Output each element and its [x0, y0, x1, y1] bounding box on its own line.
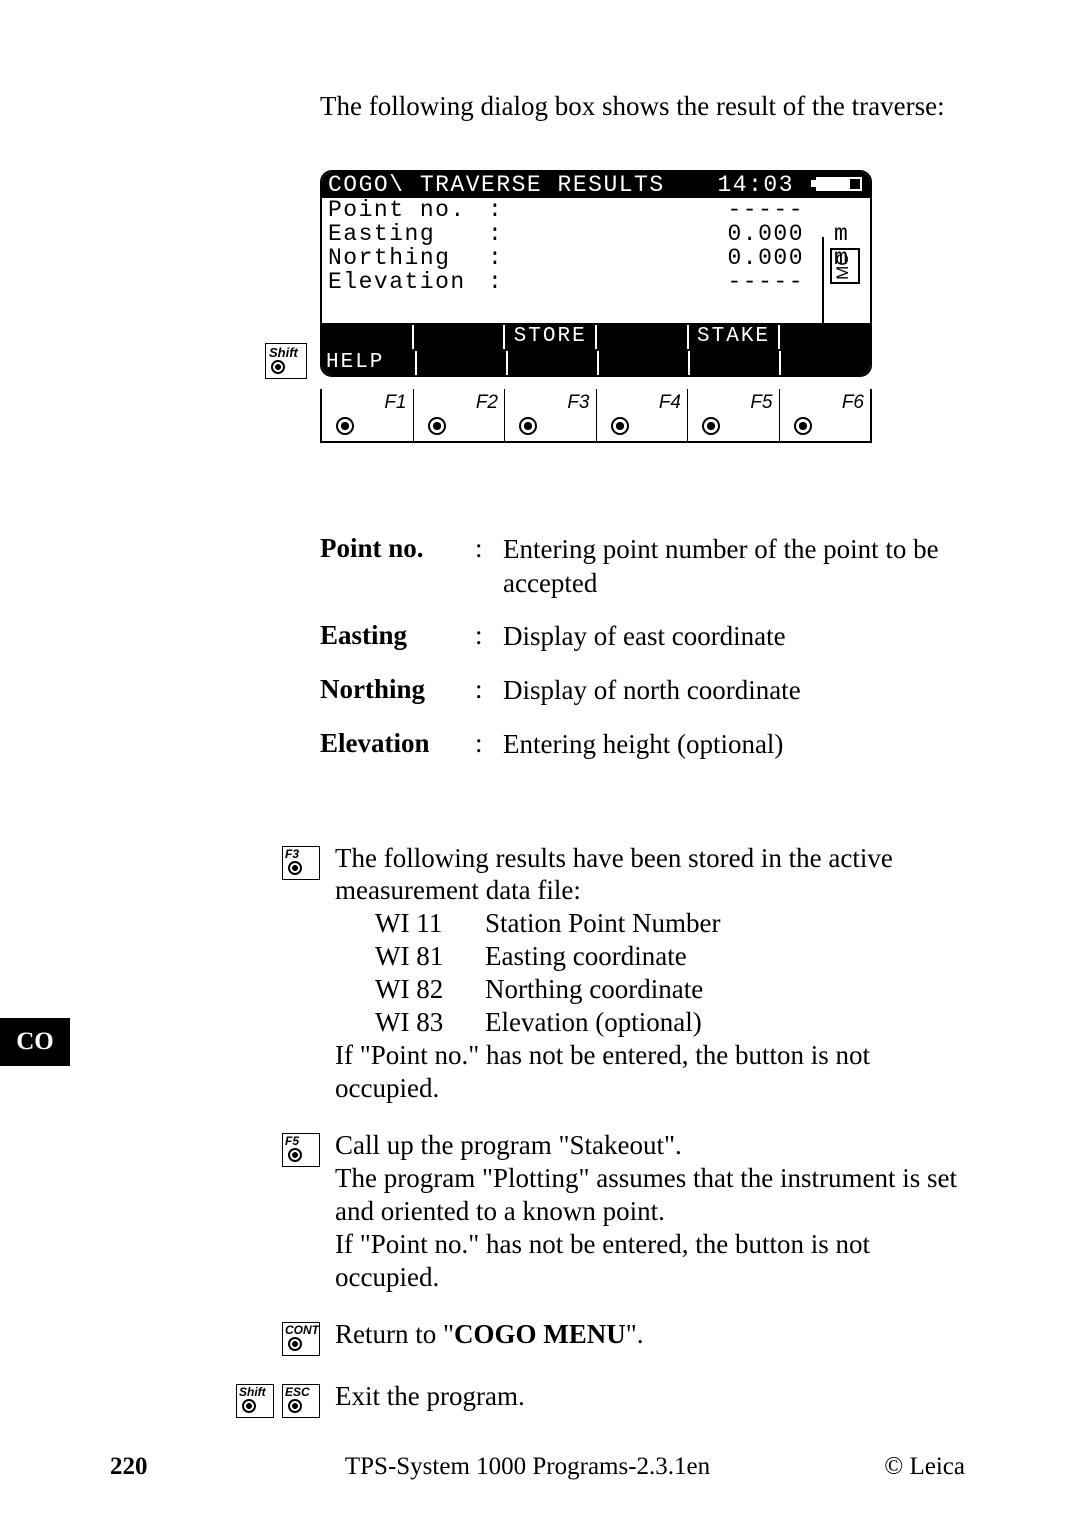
def-colon: :: [475, 674, 503, 708]
row-value: -----: [508, 270, 834, 294]
note-f3-para2: If "Point no." has not be entered, the b…: [335, 1039, 965, 1105]
softkey-row-1: STORE STAKE: [322, 323, 870, 349]
dialog-row: Easting:0.000m: [328, 222, 864, 246]
wi-row: WI 81Easting coordinate: [375, 940, 965, 973]
row-label: Easting: [328, 222, 488, 246]
note-f3-para1: The following results have been stored i…: [335, 842, 965, 908]
cont-key-icon: CONT: [282, 1322, 320, 1356]
softkey-f3-store[interactable]: STORE: [505, 325, 597, 349]
dialog-titlebar: COGO\ TRAVERSE RESULTS 14:03: [322, 172, 870, 198]
softkey-f4[interactable]: [597, 325, 689, 349]
note-esc-text: Exit the program.: [320, 1380, 965, 1413]
f3-key-icon: F3: [282, 846, 320, 880]
note-f3: F3 The following results have been store…: [210, 842, 965, 1106]
mc-separator: [822, 237, 824, 342]
softkey-shift-f6[interactable]: [781, 351, 870, 375]
dialog-with-keys: Shift COGO\ TRAVERSE RESULTS 14:03 Point…: [320, 170, 965, 443]
row-value: -----: [508, 198, 834, 222]
cont-post: ".: [626, 1319, 644, 1349]
softkey-shift-f2[interactable]: [417, 351, 508, 375]
def-row: Northing : Display of north coordinate: [320, 674, 965, 708]
dialog-time: 14:03: [717, 172, 794, 198]
memory-card-icon: MC: [830, 248, 860, 284]
shift-key-icon-2: Shift: [236, 1384, 274, 1418]
dialog-row: Northing:0.000m: [328, 246, 864, 270]
page-footer: 220 TPS-System 1000 Programs-2.3.1en © L…: [110, 1453, 965, 1481]
note-esc: Shift ESC Exit the program.: [162, 1380, 965, 1418]
def-term: Point no.: [320, 533, 475, 601]
fkey-f5[interactable]: F5: [688, 389, 780, 441]
fkey-f2[interactable]: F2: [414, 389, 506, 441]
row-label: Point no.: [328, 198, 488, 222]
def-term: Northing: [320, 674, 475, 708]
wi-list: WI 11Station Point Number WI 81Easting c…: [375, 907, 965, 1039]
softkey-f5-stake[interactable]: STAKE: [689, 325, 781, 349]
def-row: Easting : Display of east coordinate: [320, 620, 965, 654]
dialog-title-text: COGO\ TRAVERSE RESULTS: [322, 172, 665, 198]
def-desc: Display of north coordinate: [503, 674, 965, 708]
f5-key-icon: F5: [282, 1133, 320, 1167]
softkey-row-2: HELP: [322, 349, 870, 375]
def-term: Easting: [320, 620, 475, 654]
def-colon: :: [475, 620, 503, 654]
def-row: Point no. : Entering point number of the…: [320, 533, 965, 601]
def-colon: :: [475, 728, 503, 762]
cont-pre: Return to ": [335, 1319, 454, 1349]
dialog-row: Elevation:-----: [328, 270, 864, 294]
softkey-f6[interactable]: [780, 325, 870, 349]
cont-bold: COGO MENU: [454, 1319, 626, 1349]
wi-code: WI 11: [375, 907, 485, 940]
wi-code: WI 82: [375, 973, 485, 1006]
softkey-f2[interactable]: [414, 325, 506, 349]
shift-key-icon: Shift: [265, 343, 307, 379]
wi-desc: Easting coordinate: [485, 940, 687, 973]
dialog-row: Point no.:-----: [328, 198, 864, 222]
footer-title: TPS-System 1000 Programs-2.3.1en: [230, 1453, 825, 1481]
shift-key-side: Shift: [265, 343, 307, 379]
traverse-dialog: COGO\ TRAVERSE RESULTS 14:03 Point no.:-…: [320, 170, 872, 377]
softkey-shift-f3[interactable]: [508, 351, 599, 375]
wi-desc: Station Point Number: [485, 907, 721, 940]
def-row: Elevation : Entering height (optional): [320, 728, 965, 762]
def-colon: :: [475, 533, 503, 601]
wi-row: WI 82Northing coordinate: [375, 973, 965, 1006]
def-desc: Entering point number of the point to be…: [503, 533, 965, 601]
row-label: Elevation: [328, 270, 488, 294]
fkey-f3[interactable]: F3: [505, 389, 597, 441]
row-value: 0.000: [508, 246, 834, 270]
note-cont-text: Return to "COGO MENU".: [320, 1318, 965, 1351]
note-f5: F5 Call up the program "Stakeout". The p…: [210, 1129, 965, 1294]
page-number: 220: [110, 1453, 230, 1481]
softkey-shift-f4[interactable]: [599, 351, 690, 375]
intro-paragraph: The following dialog box shows the resul…: [320, 90, 965, 124]
softkey-shift-f5[interactable]: [690, 351, 781, 375]
def-desc: Entering height (optional): [503, 728, 965, 762]
dialog-body: Point no.:----- Easting:0.000m Northing:…: [322, 198, 870, 323]
definition-list: Point no. : Entering point number of the…: [320, 533, 965, 762]
row-label: Northing: [328, 246, 488, 270]
fkey-f1[interactable]: F1: [322, 389, 414, 441]
note-cont: CONT Return to "COGO MENU".: [210, 1318, 965, 1356]
def-desc: Display of east coordinate: [503, 620, 965, 654]
fkey-f6[interactable]: F6: [780, 389, 871, 441]
row-value: 0.000: [508, 222, 834, 246]
softkey-shift-f1-help[interactable]: HELP: [322, 351, 417, 375]
row-unit: [834, 198, 864, 222]
fkey-f4[interactable]: F4: [597, 389, 689, 441]
wi-desc: Northing coordinate: [485, 973, 703, 1006]
wi-code: WI 81: [375, 940, 485, 973]
wi-code: WI 83: [375, 1006, 485, 1039]
mc-label: MC: [834, 254, 852, 280]
wi-desc: Elevation (optional): [485, 1006, 702, 1039]
esc-key-icon: ESC: [282, 1384, 320, 1418]
softkey-f1[interactable]: [322, 325, 414, 349]
function-key-row: F1 F2 F3 F4 F5 F6: [320, 389, 872, 443]
row-unit: m: [834, 222, 864, 246]
wi-row: WI 11Station Point Number: [375, 907, 965, 940]
footer-copyright: © Leica: [825, 1453, 965, 1481]
battery-icon: [816, 177, 862, 191]
def-term: Elevation: [320, 728, 475, 762]
note-f5-text: Call up the program "Stakeout". The prog…: [320, 1129, 965, 1294]
wi-row: WI 83Elevation (optional): [375, 1006, 965, 1039]
